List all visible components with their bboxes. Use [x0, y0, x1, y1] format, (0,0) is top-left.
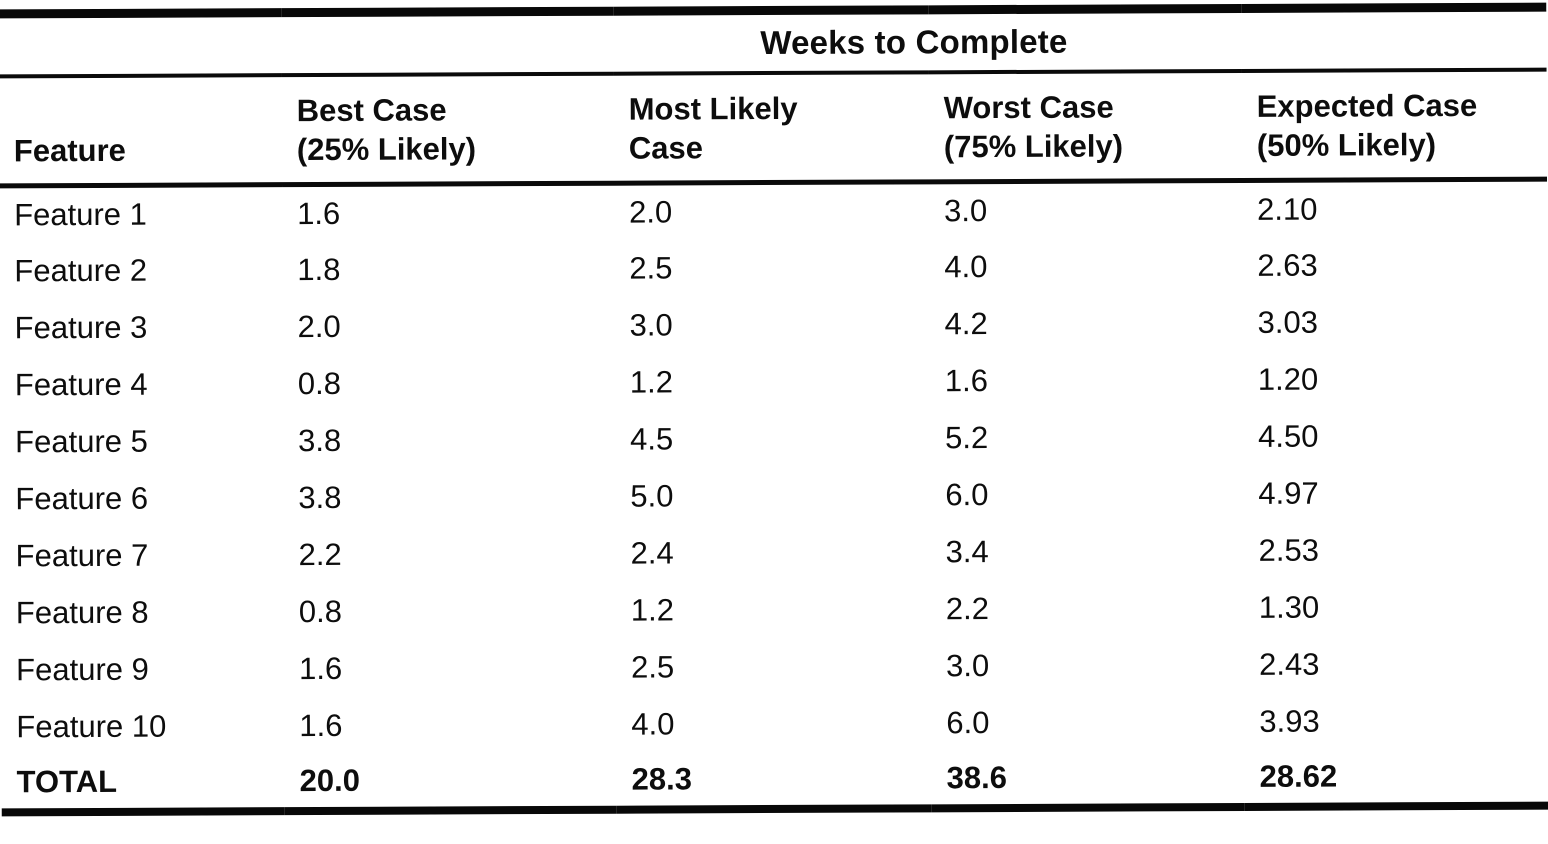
total-best-case: 20.0	[299, 762, 361, 798]
cell-worst-case: 1.6	[944, 363, 989, 399]
table-spanner-title: Weeks to Complete	[281, 7, 1547, 75]
column-header-sublabel: (25% Likely)	[296, 131, 477, 168]
table-row: Feature 7 2.2 2.4 3.4 2.53	[1, 521, 1548, 585]
cell-most-likely-case: 2.5	[629, 250, 673, 286]
cell-feature: Feature 9	[16, 651, 149, 688]
cell-worst-case: 6.0	[946, 705, 990, 741]
table-header: Weeks to Complete Feature Best Case (25%…	[0, 7, 1548, 186]
cell-expected-case: 2.63	[1257, 247, 1318, 283]
cell-worst-case: 4.0	[944, 249, 988, 285]
column-header-label: Most Likely	[628, 90, 798, 127]
cell-best-case: 2.0	[297, 308, 341, 345]
cell-expected-case: 2.10	[1257, 191, 1318, 228]
cell-expected-case: 1.30	[1258, 589, 1320, 625]
cell-most-likely-case: 2.0	[629, 194, 673, 230]
cell-expected-case: 2.43	[1259, 646, 1320, 682]
table-row: Feature 5 3.8 4.5 5.2 4.50	[0, 407, 1548, 471]
cell-feature: Feature 10	[16, 708, 167, 745]
cell-worst-case: 4.2	[944, 306, 988, 342]
estimation-table: Weeks to Complete Feature Best Case (25%…	[0, 2, 1548, 816]
cell-feature: Feature 2	[14, 252, 148, 289]
table-row: Feature 1 1.6 2.0 3.0 2.10	[0, 179, 1547, 243]
table-row: Feature 6 3.8 5.0 6.0 4.97	[0, 464, 1548, 528]
column-header-sublabel: Case	[628, 130, 704, 166]
table-row: Feature 2 1.8 2.5 4.0 2.63	[0, 236, 1548, 300]
cell-feature: Feature 4	[14, 366, 148, 403]
cell-expected-case: 3.93	[1259, 703, 1320, 739]
cell-expected-case: 2.53	[1258, 532, 1320, 568]
spanner-row: Weeks to Complete	[0, 7, 1547, 76]
cell-best-case: 1.6	[297, 196, 341, 232]
cell-most-likely-case: 4.0	[631, 706, 675, 742]
column-header-label: Feature	[13, 133, 126, 169]
cell-best-case: 3.8	[298, 422, 342, 459]
total-most-likely-case: 28.3	[631, 760, 693, 797]
cell-best-case: 1.6	[299, 707, 343, 744]
cell-most-likely-case: 5.0	[630, 478, 674, 514]
cell-expected-case: 1.20	[1257, 361, 1319, 397]
table-row: Feature 10 1.6 4.0 6.0 3.93	[1, 692, 1548, 756]
cell-feature: Feature 5	[15, 423, 148, 460]
table-row: Feature 8 0.8 1.2 2.2 1.30	[1, 578, 1548, 642]
cell-best-case: 2.2	[298, 536, 342, 573]
cell-feature: Feature 3	[14, 309, 148, 346]
cell-most-likely-case: 2.4	[630, 535, 674, 571]
cell-worst-case: 2.2	[945, 591, 990, 627]
column-header-expected-case: Expected Case (50% Likely)	[1241, 69, 1548, 181]
cell-worst-case: 6.0	[945, 477, 989, 513]
cell-worst-case: 3.4	[945, 534, 989, 570]
column-header-sublabel: (75% Likely)	[943, 128, 1124, 165]
table-body: Feature 1 1.6 2.0 3.0 2.10 Feature 2 1.8 2.5 4.0…	[0, 179, 1548, 756]
cell-feature: Feature 6	[15, 480, 149, 517]
total-label: TOTAL	[16, 763, 118, 799]
cell-expected-case: 4.97	[1258, 475, 1319, 511]
column-header-row: Feature Best Case (25% Likely) Most Like…	[0, 69, 1548, 186]
cell-expected-case: 4.50	[1258, 418, 1319, 454]
table-row: Feature 3 2.0 3.0 4.2 3.03	[0, 293, 1548, 357]
total-worst-case: 38.6	[946, 759, 1008, 795]
cell-worst-case: 3.0	[946, 648, 990, 684]
cell-best-case: 0.8	[298, 593, 343, 630]
column-header-worst-case: Worst Case (75% Likely)	[928, 70, 1243, 182]
cell-most-likely-case: 1.2	[630, 592, 675, 628]
cell-most-likely-case: 4.5	[630, 421, 674, 457]
cell-most-likely-case: 1.2	[629, 364, 674, 400]
cell-most-likely-case: 2.5	[631, 649, 675, 685]
cell-expected-case: 3.03	[1257, 304, 1319, 340]
cell-best-case: 3.8	[298, 479, 342, 516]
column-header-best-case: Best Case (25% Likely)	[281, 73, 615, 185]
column-header-label: Expected Case	[1256, 87, 1478, 124]
cell-best-case: 1.8	[297, 251, 341, 288]
column-header-label: Best Case	[296, 92, 447, 128]
cell-feature: Feature 7	[15, 537, 149, 574]
column-header-sublabel: (50% Likely)	[1256, 127, 1437, 164]
table-row: Feature 9 1.6 2.5 3.0 2.43	[1, 635, 1548, 699]
column-header-most-likely-case: Most Likely Case	[613, 71, 930, 184]
cell-worst-case: 5.2	[945, 420, 989, 456]
cell-feature: Feature 1	[14, 196, 147, 233]
spanner-empty-cell	[0, 12, 282, 76]
cell-most-likely-case: 3.0	[629, 307, 673, 343]
cell-best-case: 0.8	[297, 365, 342, 402]
total-expected-case: 28.62	[1259, 758, 1338, 794]
cell-feature: Feature 8	[15, 594, 149, 631]
table-footer: TOTAL 20.0 28.3 38.6 28.62	[2, 749, 1548, 812]
column-header-label: Worst Case	[943, 89, 1114, 125]
cell-best-case: 1.6	[299, 650, 343, 687]
cell-worst-case: 3.0	[944, 193, 988, 229]
table-row: Feature 4 0.8 1.2 1.6 1.20	[0, 350, 1548, 414]
column-header-feature: Feature	[0, 74, 283, 186]
total-row: TOTAL 20.0 28.3 38.6 28.62	[2, 749, 1548, 812]
